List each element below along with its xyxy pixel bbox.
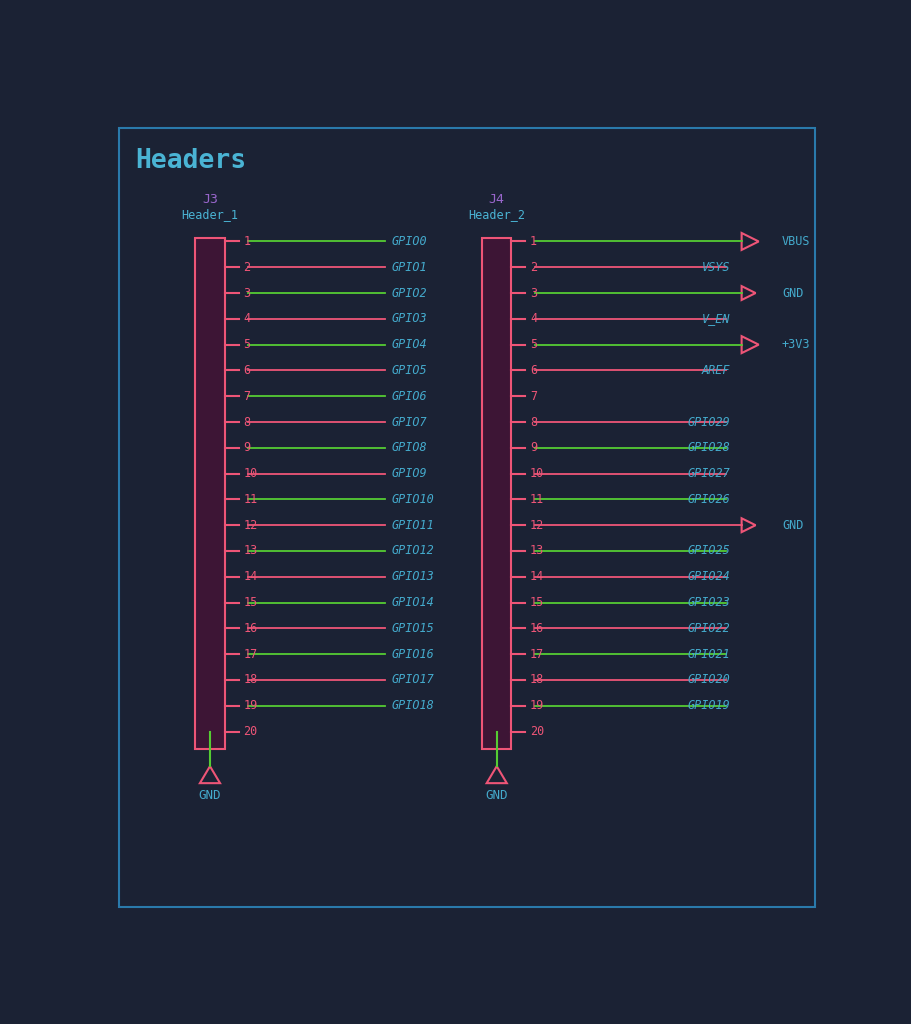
Text: GPIO20: GPIO20 (687, 674, 730, 686)
Text: GPIO13: GPIO13 (392, 570, 434, 584)
Text: 7: 7 (243, 390, 251, 402)
Text: GND: GND (782, 287, 804, 300)
Text: 20: 20 (530, 725, 544, 738)
Text: 5: 5 (530, 338, 537, 351)
Text: VBUS: VBUS (782, 234, 811, 248)
Text: +3V3: +3V3 (782, 338, 811, 351)
Text: GPIO17: GPIO17 (392, 674, 434, 686)
Text: GPIO26: GPIO26 (687, 493, 730, 506)
Text: GPIO24: GPIO24 (687, 570, 730, 584)
Text: 1: 1 (243, 234, 251, 248)
Text: 5: 5 (243, 338, 251, 351)
Text: GPIO5: GPIO5 (392, 364, 427, 377)
Text: 2: 2 (243, 261, 251, 273)
Text: 17: 17 (530, 648, 544, 660)
Text: 12: 12 (243, 519, 258, 531)
Text: GPIO4: GPIO4 (392, 338, 427, 351)
Text: GPIO3: GPIO3 (392, 312, 427, 326)
Text: V_EN: V_EN (701, 312, 730, 326)
Text: 6: 6 (530, 364, 537, 377)
Text: 10: 10 (243, 467, 258, 480)
Text: VSYS: VSYS (701, 261, 730, 273)
Text: 1: 1 (530, 234, 537, 248)
Text: 3: 3 (243, 287, 251, 300)
Text: GPIO25: GPIO25 (687, 545, 730, 557)
Bar (482, 238, 511, 750)
Text: 18: 18 (530, 674, 544, 686)
Text: 19: 19 (243, 699, 258, 713)
Text: GPIO14: GPIO14 (392, 596, 434, 609)
Text: 6: 6 (243, 364, 251, 377)
Text: GPIO22: GPIO22 (687, 622, 730, 635)
Text: 7: 7 (530, 390, 537, 402)
Text: 4: 4 (243, 312, 251, 326)
Text: 8: 8 (530, 416, 537, 428)
Text: GND: GND (782, 519, 804, 531)
Text: GPIO7: GPIO7 (392, 416, 427, 428)
Text: 4: 4 (530, 312, 537, 326)
Text: GPIO8: GPIO8 (392, 441, 427, 455)
Text: GPIO19: GPIO19 (687, 699, 730, 713)
Text: 3: 3 (530, 287, 537, 300)
Text: Header_2: Header_2 (468, 208, 526, 221)
Text: 19: 19 (530, 699, 544, 713)
Text: J4: J4 (488, 193, 505, 206)
Text: 15: 15 (243, 596, 258, 609)
Text: GPIO18: GPIO18 (392, 699, 434, 713)
Text: GPIO2: GPIO2 (392, 287, 427, 300)
Text: AREF: AREF (701, 364, 730, 377)
Text: GND: GND (199, 790, 221, 803)
Text: 10: 10 (530, 467, 544, 480)
Text: Header_1: Header_1 (181, 208, 239, 221)
Text: 18: 18 (243, 674, 258, 686)
Text: 16: 16 (530, 622, 544, 635)
Text: Headers: Headers (136, 147, 247, 174)
Text: 8: 8 (243, 416, 251, 428)
Text: 16: 16 (243, 622, 258, 635)
Bar (195, 238, 225, 750)
Text: 2: 2 (530, 261, 537, 273)
Text: GPIO0: GPIO0 (392, 234, 427, 248)
Text: GPIO15: GPIO15 (392, 622, 434, 635)
Text: GPIO29: GPIO29 (687, 416, 730, 428)
Text: GPIO23: GPIO23 (687, 596, 730, 609)
Text: 20: 20 (243, 725, 258, 738)
Text: GPIO9: GPIO9 (392, 467, 427, 480)
Text: GPIO10: GPIO10 (392, 493, 434, 506)
Text: GPIO6: GPIO6 (392, 390, 427, 402)
Text: GPIO27: GPIO27 (687, 467, 730, 480)
Text: 14: 14 (243, 570, 258, 584)
Text: 15: 15 (530, 596, 544, 609)
Text: GPIO16: GPIO16 (392, 648, 434, 660)
Text: GND: GND (486, 790, 508, 803)
Text: 17: 17 (243, 648, 258, 660)
Text: GPIO21: GPIO21 (687, 648, 730, 660)
Text: 12: 12 (530, 519, 544, 531)
Text: 9: 9 (243, 441, 251, 455)
Text: 11: 11 (530, 493, 544, 506)
Text: GPIO12: GPIO12 (392, 545, 434, 557)
Text: GPIO1: GPIO1 (392, 261, 427, 273)
Text: J3: J3 (202, 193, 218, 206)
Text: 11: 11 (243, 493, 258, 506)
Text: 14: 14 (530, 570, 544, 584)
Text: GPIO28: GPIO28 (687, 441, 730, 455)
Text: GPIO11: GPIO11 (392, 519, 434, 531)
Text: 9: 9 (530, 441, 537, 455)
Text: 13: 13 (243, 545, 258, 557)
Text: 13: 13 (530, 545, 544, 557)
